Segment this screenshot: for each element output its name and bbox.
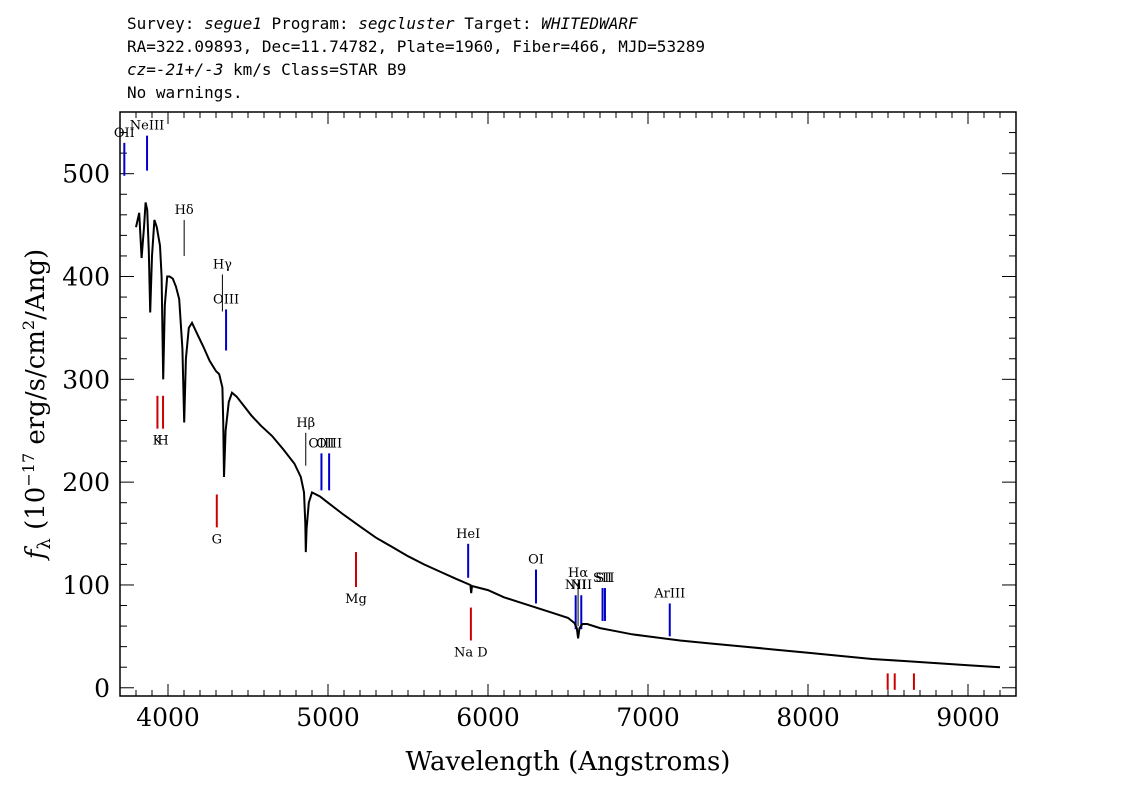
x-tick-label: 8000 (776, 703, 840, 732)
x-tick-label: 9000 (936, 703, 1000, 732)
line-marker-label: Na D (454, 645, 488, 660)
chart-header: Survey: segue1 Program: segcluster Targe… (127, 12, 705, 104)
program-value: segcluster (358, 14, 455, 33)
y-tick-label: 200 (62, 468, 110, 497)
line-marker-label: Hδ (175, 203, 194, 218)
y-axis-title: fλ (10−17 erg/s/cm2/Ang) (19, 249, 55, 561)
spectrum-series-line (135, 202, 1001, 669)
line-marker-label: ArIII (653, 586, 685, 601)
line-marker-label: OIII (213, 292, 239, 307)
line-marker-label: OII (114, 126, 135, 141)
y-tick-label: 400 (62, 263, 110, 292)
header-line-2: RA=322.09893, Dec=11.74782, Plate=1960, … (127, 37, 705, 56)
y-title-sub: λ (34, 538, 55, 549)
survey-value: segue1 (204, 14, 262, 33)
header-line-1: Survey: segue1 Program: segcluster Targe… (127, 12, 705, 35)
line-marker-label: HeI (456, 527, 480, 542)
target-label: Target: (464, 14, 532, 33)
y-title-exp: −17 (19, 453, 38, 487)
axis-ticks (119, 112, 1017, 696)
y-tick-label: 0 (94, 674, 110, 703)
x-axis-title: Wavelength (Angstroms) (406, 747, 731, 777)
line-marker-label: NII (565, 578, 587, 593)
line-marker-label: NII (570, 578, 592, 593)
y-title-rest: (10 (21, 487, 51, 539)
line-marker-label: G (212, 532, 222, 547)
line-marker-label: H (157, 434, 168, 449)
x-tick-label: 6000 (456, 703, 520, 732)
line-marker-label: Hβ (296, 416, 315, 431)
y-tick-labels: 0 100 200 300 400 500 (62, 160, 110, 703)
header-line-3: cz=-21+/-3 km/s Class=STAR B9 (127, 58, 705, 81)
y-title-tail: erg/s/cm (21, 330, 51, 453)
line-marker-label: OIII (316, 436, 342, 451)
x-tick-labels: 4000 5000 6000 7000 8000 9000 (136, 703, 1000, 732)
line-marker-label: OIII (308, 436, 334, 451)
x-tick-label: 4000 (136, 703, 200, 732)
line-marker-label: NeIII (130, 119, 164, 134)
line-marker-label: Mg (345, 592, 367, 607)
header-line-4: No warnings. (127, 83, 243, 102)
x-tick-label: 7000 (616, 703, 680, 732)
target-value: WHITEDWARF (541, 14, 638, 33)
survey-label: Survey: (127, 14, 195, 33)
line-marker-label: SII (593, 571, 612, 586)
class-text: km/s Class=STAR B9 (223, 60, 407, 79)
line-marker-label: K (153, 434, 163, 449)
line-marker-label: OI (528, 553, 544, 568)
line-marker-label: Hα (568, 566, 588, 581)
cz-value: -21+/-3 (155, 60, 224, 79)
line-marker-label: SII (595, 571, 614, 586)
y-title-exp2: 2 (19, 320, 38, 330)
y-tick-label: 300 (62, 365, 110, 394)
y-tick-label: 500 (62, 160, 110, 189)
x-tick-label: 5000 (296, 703, 360, 732)
program-label: Program: (271, 14, 349, 33)
cz-label: cz= (127, 60, 156, 79)
line-marker-label: Hγ (213, 257, 232, 272)
y-title-end: /Ang) (21, 249, 51, 320)
plot-frame (119, 111, 1017, 697)
y-tick-label: 100 (62, 571, 110, 600)
